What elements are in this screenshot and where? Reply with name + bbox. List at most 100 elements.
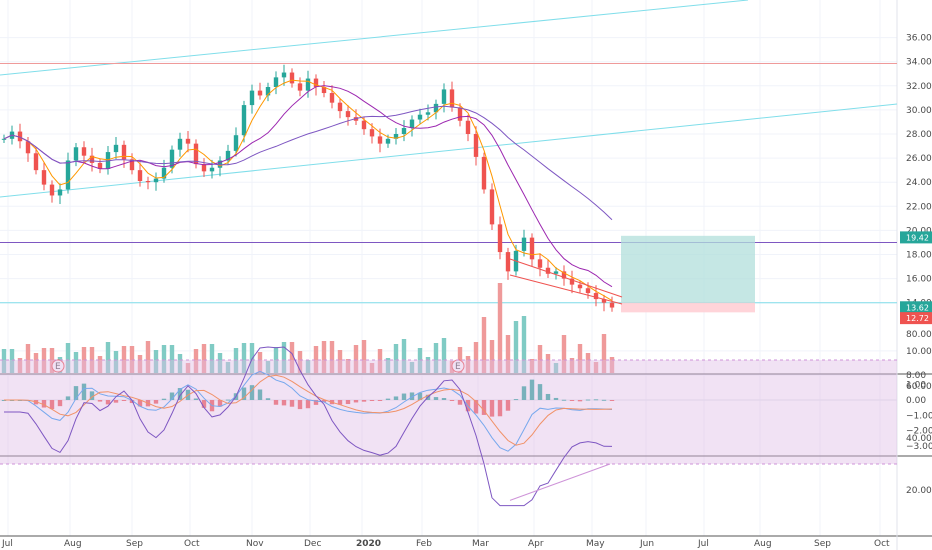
candle-body	[169, 149, 175, 168]
candle-body	[569, 278, 575, 285]
candle-body	[233, 135, 239, 151]
price-pane[interactable]	[0, 0, 898, 313]
macd-histogram-bar	[161, 398, 167, 400]
volume-bar	[257, 352, 263, 373]
candle-body	[601, 299, 607, 303]
volume-bar	[225, 362, 231, 373]
macd-histogram-bar	[289, 400, 295, 407]
macd-histogram-bar	[137, 400, 143, 407]
candle-body	[257, 90, 263, 96]
volume-bar	[561, 335, 567, 373]
candle-body	[33, 153, 39, 171]
candle-body	[113, 144, 119, 153]
candle-body	[81, 147, 87, 156]
volume-bar	[49, 348, 55, 373]
candle-body	[545, 267, 551, 274]
candle-body	[193, 143, 199, 165]
price-tick-label: 36.00	[906, 34, 932, 44]
macd-histogram-bar	[1, 400, 7, 401]
volume-bar	[65, 343, 71, 373]
candle-body	[17, 131, 23, 142]
candle-body	[425, 112, 431, 115]
candle-body	[265, 87, 271, 96]
candle-body	[225, 150, 231, 161]
volume-bar	[433, 343, 439, 373]
volume-bar	[305, 360, 311, 373]
macd-histogram-bar	[585, 399, 591, 401]
candle-body	[201, 164, 207, 172]
rsi-tick-label: 20.00	[906, 486, 932, 496]
macd-histogram-bar	[265, 398, 271, 400]
candle-body	[433, 103, 439, 113]
candle-body	[561, 271, 567, 279]
candle-body	[121, 144, 127, 160]
macd-histogram-bar	[65, 396, 71, 400]
volume-bar	[537, 345, 543, 373]
macd-histogram-bar	[297, 400, 303, 410]
volume-bar	[473, 342, 479, 373]
time-tick-label: Aug	[754, 539, 772, 549]
price-tick-label: 8.00	[906, 371, 926, 381]
macd-histogram-bar	[321, 400, 327, 403]
candle-body	[361, 120, 367, 130]
price-axis[interactable]: 36.00 34.00 32.00 30.00 28.00 26.00 24.00 22.00…	[900, 34, 932, 496]
macd-histogram-bar	[225, 399, 231, 401]
macd-histogram-bar	[153, 400, 159, 404]
volume-bar	[25, 344, 31, 373]
macd-histogram-bar	[257, 389, 263, 400]
volume-bar	[585, 353, 591, 373]
rsi-pane[interactable]	[0, 346, 897, 507]
candle-body	[97, 162, 103, 169]
volume-bar	[201, 344, 207, 373]
macd-histogram-bar	[241, 387, 247, 400]
volume-bar	[601, 334, 607, 373]
price-tick-label: 30.00	[906, 106, 932, 116]
volume-bar	[521, 316, 527, 373]
time-tick-label: Nov	[246, 539, 264, 549]
macd-pane[interactable]	[0, 370, 897, 452]
candle-body	[465, 120, 471, 134]
price-tag-box	[900, 231, 932, 244]
candle-body	[337, 102, 343, 112]
macd-histogram-bar	[449, 400, 455, 401]
time-tick-label: Jun	[639, 539, 654, 549]
candle-body	[329, 93, 335, 103]
macd-histogram-bar	[577, 400, 583, 402]
candle-body	[409, 119, 415, 128]
volume-bar	[361, 340, 367, 373]
volume-bar	[425, 357, 431, 373]
volume-bar	[297, 351, 303, 373]
macd-histogram-bar	[121, 400, 127, 401]
volume-bar	[569, 358, 575, 373]
volume-bar	[489, 340, 495, 373]
volume-bar	[265, 361, 271, 373]
rsi-tick-label: 60.00	[906, 382, 932, 392]
macd-histogram-bar	[457, 400, 463, 405]
macd-histogram-bar	[393, 396, 399, 400]
macd-histogram-bar	[89, 391, 95, 400]
volume-bar	[593, 362, 599, 373]
macd-histogram-bar	[345, 400, 351, 405]
candle-body	[393, 134, 399, 139]
earnings-marker-label: E	[455, 362, 461, 372]
time-tick-label: Jul	[1, 539, 13, 549]
macd-histogram-bar	[281, 400, 287, 406]
candle-body	[481, 156, 487, 190]
volume-bar	[609, 357, 615, 373]
macd-histogram-bar	[97, 400, 103, 402]
volume-bar	[345, 359, 351, 373]
candle-body	[289, 72, 295, 84]
candle-body	[489, 189, 495, 225]
wedge-upper-line	[509, 258, 623, 298]
time-tick-label: Sep	[814, 539, 831, 549]
macd-histogram-bar	[105, 400, 111, 405]
candle-body	[505, 252, 511, 272]
rsi-band	[0, 360, 897, 464]
macd-histogram-bar	[497, 400, 503, 417]
time-axis[interactable]: Jul Aug Sep Oct Nov Dec 2020 Feb Mar Apr May Jun Jul…	[1, 539, 890, 549]
volume-bar	[377, 349, 383, 373]
volume-bar	[161, 345, 167, 373]
macd-tick-label: −2.00	[906, 427, 932, 437]
